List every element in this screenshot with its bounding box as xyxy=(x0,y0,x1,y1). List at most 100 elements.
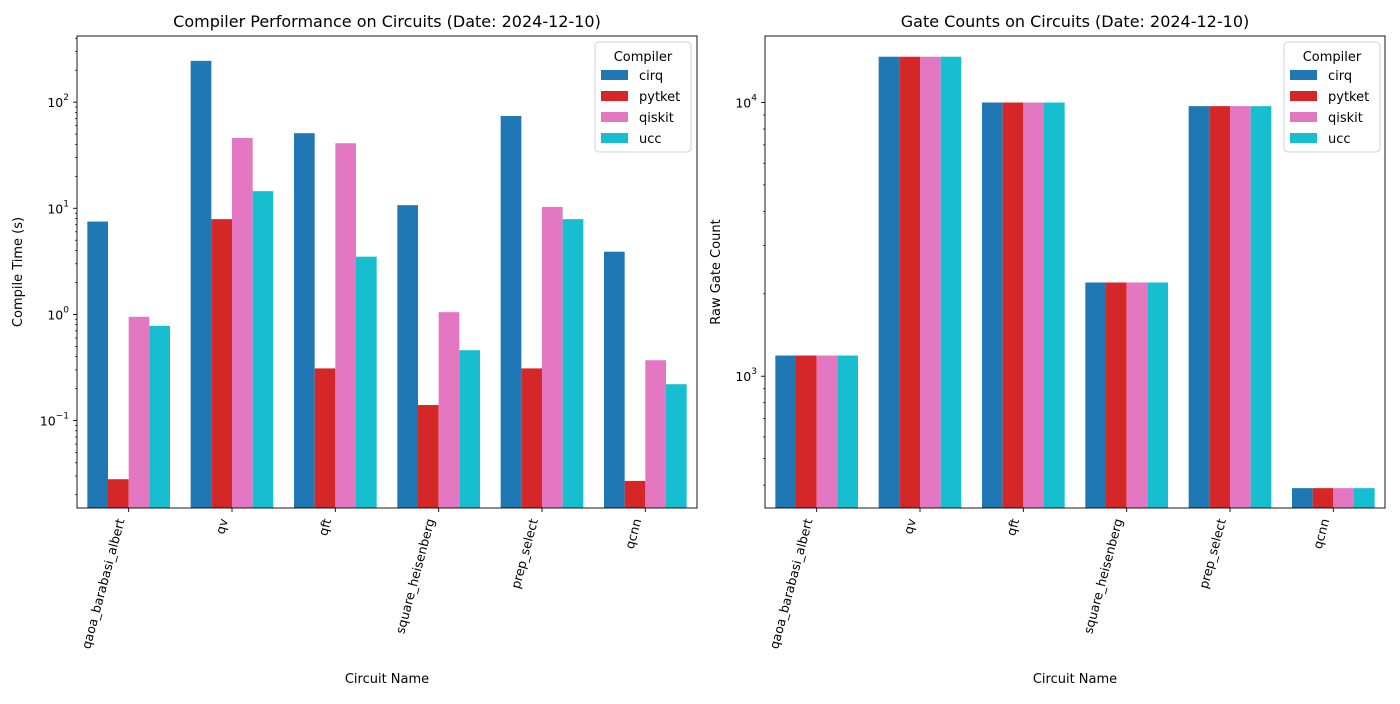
y-tick-label: 102 xyxy=(47,93,69,110)
y-tick-label: 104 xyxy=(735,94,757,111)
legend-title: Compiler xyxy=(614,50,673,65)
bar-ucc-qv xyxy=(940,56,962,508)
x-tick-label-square_heisenberg: square_heisenberg xyxy=(1080,517,1125,635)
bar-pytket-qv xyxy=(211,219,232,508)
bar-cirq-prep_select xyxy=(500,116,522,508)
legend-label-cirq: cirq xyxy=(639,69,663,84)
legend-label-cirq: cirq xyxy=(1328,69,1352,84)
bar-cirq-qcnn xyxy=(1292,488,1313,508)
bar-pytket-prep_select xyxy=(521,368,542,508)
bar-qiskit-square_heisenberg xyxy=(1126,282,1148,508)
bar-ucc-qv xyxy=(252,191,274,509)
legend-swatch-qiskit xyxy=(601,112,628,122)
bar-pytket-square_heisenberg xyxy=(418,405,439,508)
legend-swatch-pytket xyxy=(1290,91,1317,101)
bar-pytket-qcnn xyxy=(1312,488,1334,508)
bar-pytket-prep_select xyxy=(1209,106,1230,508)
bar-pytket-qft xyxy=(314,368,336,508)
y-tick-label: 100 xyxy=(47,305,69,322)
bar-qiskit-prep_select xyxy=(1230,106,1251,508)
bar-ucc-qaoa_barabasi_albert xyxy=(149,325,170,508)
bar-cirq-square_heisenberg xyxy=(1085,282,1106,508)
y-axis-label: Compile Time (s) xyxy=(11,217,26,327)
bar-cirq-qv xyxy=(190,60,212,508)
bar-cirq-qv xyxy=(878,56,900,508)
y-axis-label: Raw Gate Count xyxy=(709,219,724,324)
bar-qiskit-qcnn xyxy=(645,360,666,508)
bar-ucc-qcnn xyxy=(666,384,687,508)
bar-qiskit-prep_select xyxy=(542,206,563,509)
bar-pytket-qaoa_barabasi_albert xyxy=(796,355,817,508)
chart-title: Compiler Performance on Circuits (Date: … xyxy=(173,12,601,31)
x-tick-label-prep_select: prep_select xyxy=(508,517,541,590)
x-tick-label-qcnn: qcnn xyxy=(622,517,644,550)
legend-swatch-ucc xyxy=(1290,133,1317,143)
plot-frame xyxy=(764,35,1386,509)
bar-cirq-qaoa_barabasi_albert xyxy=(775,355,796,508)
legend-box xyxy=(1283,41,1381,153)
legend-label-ucc: ucc xyxy=(1328,132,1351,147)
legend: Compiler cirq pytket qiskit ucc xyxy=(594,41,692,153)
bar-qiskit-square_heisenberg xyxy=(438,312,460,508)
bar-ucc-square_heisenberg xyxy=(1147,282,1168,508)
legend-swatch-pytket xyxy=(601,91,628,101)
bar-ucc-square_heisenberg xyxy=(459,350,480,508)
bar-pytket-square_heisenberg xyxy=(1106,282,1127,508)
x-axis-label: Circuit Name xyxy=(1033,672,1117,687)
x-tick-label-qft: qft xyxy=(1003,517,1022,537)
legend-swatch-cirq xyxy=(601,70,628,80)
bar-cirq-square_heisenberg xyxy=(397,205,418,509)
bar-cirq-prep_select xyxy=(1188,106,1210,508)
chart-panel-1: 10−1 100 101 102 qaoa_barabasi_albert qv qft sq… xyxy=(11,12,698,687)
legend-label-pytket: pytket xyxy=(639,90,680,105)
bar-qiskit-qcnn xyxy=(1333,488,1354,508)
x-tick-label-qv: qv xyxy=(212,516,231,535)
legend-title: Compiler xyxy=(1303,50,1362,65)
bar-pytket-qcnn xyxy=(624,480,646,508)
bar-qiskit-qaoa_barabasi_albert xyxy=(128,316,150,508)
bar-qiskit-qv xyxy=(920,56,941,508)
bar-ucc-qaoa_barabasi_albert xyxy=(837,355,858,508)
x-tick-label-qft: qft xyxy=(315,517,334,537)
bar-ucc-qft xyxy=(356,256,377,508)
x-tick-label-qv: qv xyxy=(900,516,919,535)
bar-cirq-qcnn xyxy=(604,251,625,508)
legend-label-pytket: pytket xyxy=(1328,90,1369,105)
y-tick-label: 103 xyxy=(735,367,757,384)
bar-pytket-qft xyxy=(1002,102,1024,508)
legend: Compiler cirq pytket qiskit ucc xyxy=(1283,41,1381,153)
chart-title: Gate Counts on Circuits (Date: 2024-12-1… xyxy=(901,12,1249,31)
x-tick-label-qaoa_barabasi_albert: qaoa_barabasi_albert xyxy=(766,517,815,651)
bar-cirq-qft xyxy=(982,102,1003,508)
bar-qiskit-qft xyxy=(335,143,356,508)
x-axis-label: Circuit Name xyxy=(345,672,429,687)
plot-frame xyxy=(76,35,698,509)
legend-label-qiskit: qiskit xyxy=(639,111,674,126)
bar-ucc-prep_select xyxy=(1250,106,1272,508)
y-tick-label: 10−1 xyxy=(40,412,69,429)
bar-ucc-prep_select xyxy=(562,219,584,508)
bar-ucc-qft xyxy=(1044,102,1065,508)
bar-qiskit-qv xyxy=(232,137,253,508)
legend-swatch-ucc xyxy=(601,133,628,143)
x-tick-label-qaoa_barabasi_albert: qaoa_barabasi_albert xyxy=(78,517,127,651)
x-tick-label-square_heisenberg: square_heisenberg xyxy=(392,517,437,635)
legend-swatch-cirq xyxy=(1290,70,1317,80)
bar-cirq-qft xyxy=(294,133,315,508)
legend-box xyxy=(594,41,692,153)
bar-ucc-qcnn xyxy=(1354,488,1375,508)
legend-swatch-qiskit xyxy=(1290,112,1317,122)
bar-cirq-qaoa_barabasi_albert xyxy=(87,221,108,508)
bar-pytket-qv xyxy=(899,56,920,508)
x-tick-label-prep_select: prep_select xyxy=(1196,517,1229,590)
y-tick-label: 101 xyxy=(47,199,69,216)
legend-label-qiskit: qiskit xyxy=(1328,111,1363,126)
legend-label-ucc: ucc xyxy=(639,132,662,147)
bar-qiskit-qaoa_barabasi_albert xyxy=(816,355,838,508)
x-tick-label-qcnn: qcnn xyxy=(1310,517,1332,550)
bar-pytket-qaoa_barabasi_albert xyxy=(108,479,129,508)
chart-panel-2: 103 104 qaoa_barabasi_albert qv qft square_he… xyxy=(709,12,1386,687)
bar-qiskit-qft xyxy=(1023,102,1044,508)
